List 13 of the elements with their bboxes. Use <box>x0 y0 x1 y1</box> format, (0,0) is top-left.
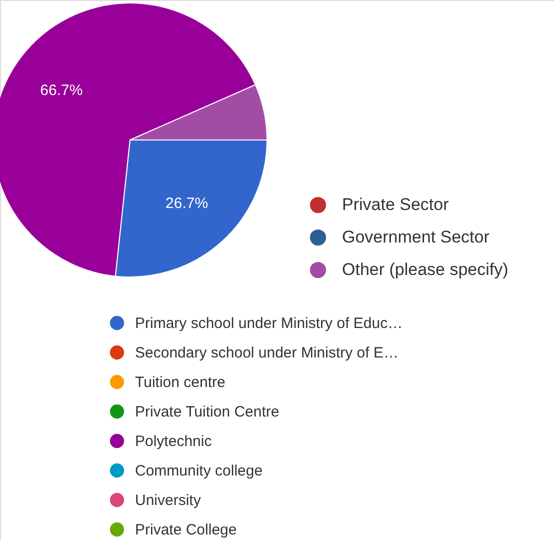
data-label: 26.7% <box>165 195 208 212</box>
legend-label: Private Tuition Centre <box>135 404 280 420</box>
legend-label: Private College <box>135 522 237 538</box>
legend-label: Government Sector <box>342 228 490 246</box>
legend-label: Polytechnic <box>135 433 212 450</box>
legend-label: Private Sector <box>342 195 450 214</box>
legend-label: Community college <box>135 462 263 480</box>
legend-label: Tuition centre <box>135 374 226 391</box>
data-label: 66.7% <box>40 82 83 99</box>
legend-label: Primary school under Ministry of Educ… <box>135 315 403 332</box>
legend-label: Secondary school under Ministry of E… <box>135 344 398 362</box>
legend-label: University <box>135 492 202 509</box>
legend-label: Other (please specify) <box>342 260 508 279</box>
